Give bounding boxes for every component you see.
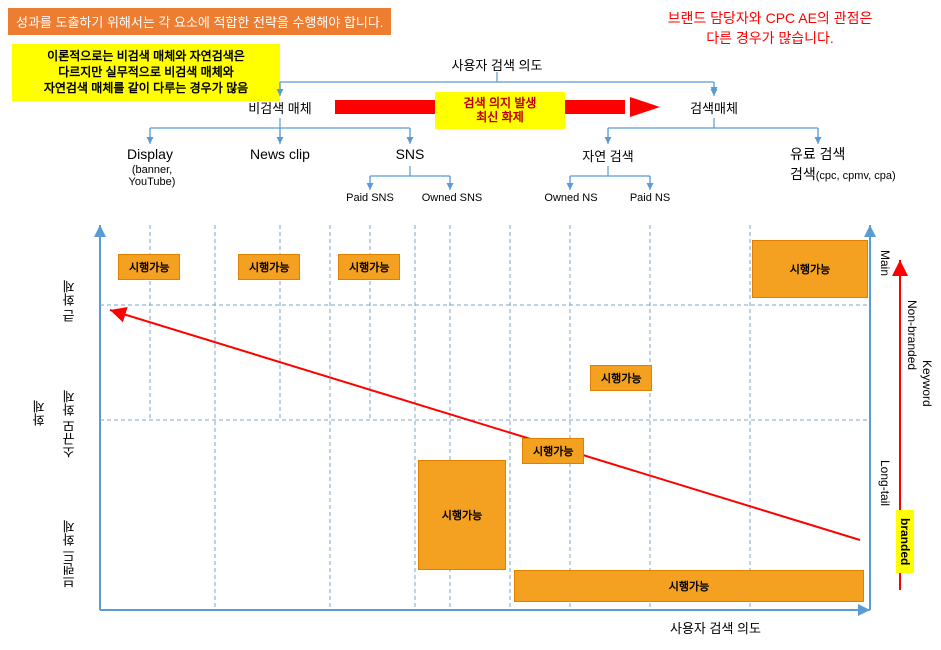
leaf-nat-owned: Owned NS bbox=[536, 192, 606, 204]
right-main: Main bbox=[878, 250, 892, 276]
caution-text: 브랜드 담당자와 CPC AE의 관점은 다른 경우가 많습니다. bbox=[615, 8, 925, 48]
leaf-ps-title: 유료 검색 bbox=[790, 146, 845, 162]
mid-l2: 최신 화제 bbox=[441, 110, 559, 124]
leaf-paidsearch: 유료 검색 검색(cpc, cpmv, cpa) bbox=[790, 144, 910, 184]
tree-left: 비검색 매체 bbox=[232, 98, 328, 117]
tree-root: 사용자 검색 의도 bbox=[430, 55, 564, 74]
leaf-ps-sub: (cpc, cpmv, cpa) bbox=[816, 170, 896, 182]
tag-news: 시행가능 bbox=[238, 254, 300, 280]
tag-paidsearch-big: 시행가능 bbox=[752, 240, 868, 298]
tag-wide: 시행가능 bbox=[514, 570, 864, 602]
ytick-brand: 브랜드 화제 bbox=[60, 520, 79, 589]
note-l3: 자연검색 매체를 같이 다루는 경우가 많음 bbox=[18, 80, 274, 96]
mid-yellow-box: 검색 의지 발생 최신 화제 bbox=[435, 92, 565, 129]
leaf-sns-owned: Owned SNS bbox=[416, 192, 488, 204]
leaf-nat-paid: Paid NS bbox=[618, 192, 682, 204]
ytick-big: 큰 화제 bbox=[60, 280, 79, 323]
leaf-display: Display bbox=[110, 146, 190, 162]
y-title: 화제 bbox=[30, 400, 49, 426]
mid-l1: 검색 의지 발생 bbox=[441, 96, 559, 110]
tag-sns: 시행가능 bbox=[338, 254, 400, 280]
tree-right: 검색매체 bbox=[668, 98, 760, 117]
caution-line2: 다른 경우가 많습니다. bbox=[615, 28, 925, 48]
headline-banner: 성과를 도출하기 위해서는 각 요소에 적합한 전략을 수행해야 합니다. bbox=[8, 8, 391, 35]
leaf-sns: SNS bbox=[382, 146, 438, 162]
ytick-small: 소규모 화제 bbox=[60, 390, 79, 459]
x-label: 사용자 검색 의도 bbox=[670, 618, 761, 637]
right-nonbranded: Non-branded bbox=[905, 300, 919, 370]
right-keyword: Keyword bbox=[920, 360, 934, 407]
tag-display: 시행가능 bbox=[118, 254, 180, 280]
note-box: 이론적으로는 비검색 매체와 자연검색은 다르지만 실무적으로 비검색 매체와 … bbox=[12, 44, 280, 101]
tag-mid2: 시행가능 bbox=[522, 438, 584, 464]
note-l2: 다르지만 실무적으로 비검색 매체와 bbox=[18, 64, 274, 80]
caution-line1: 브랜드 담당자와 CPC AE의 관점은 bbox=[615, 8, 925, 28]
right-longtail: Long-tail bbox=[878, 460, 892, 506]
note-l1: 이론적으로는 비검색 매체와 자연검색은 bbox=[18, 48, 274, 64]
leaf-news: News clip bbox=[240, 146, 320, 162]
leaf-natural: 자연 검색 bbox=[570, 146, 646, 165]
leaf-display-sub: (banner, YouTube) bbox=[108, 164, 196, 188]
leaf-sns-paid: Paid SNS bbox=[338, 192, 402, 204]
tag-mid1: 시행가능 bbox=[590, 365, 652, 391]
tag-owned-sns-big: 시행가능 bbox=[418, 460, 506, 570]
branded-box: branded bbox=[896, 510, 914, 573]
